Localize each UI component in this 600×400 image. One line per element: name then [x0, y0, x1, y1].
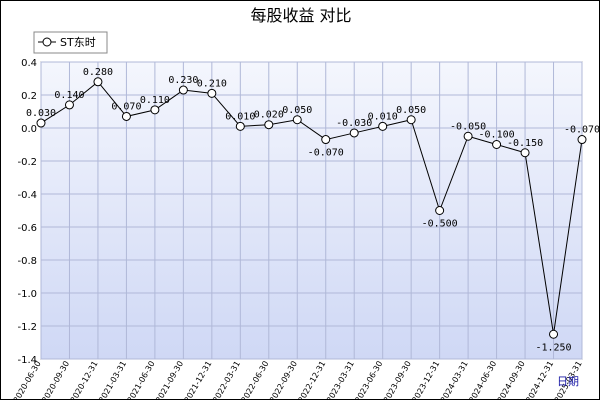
- data-point: [549, 329, 559, 339]
- x-tick-label: 2023-03-31: [325, 360, 356, 400]
- y-tick-label: -0.4: [17, 190, 37, 201]
- x-tick-label: 2022-06-30: [239, 360, 270, 400]
- y-tick-label: -1.4: [17, 355, 37, 366]
- data-points: [36, 77, 587, 339]
- data-label: -0.050: [450, 121, 486, 132]
- x-tick-label: 2024-09-30: [496, 360, 527, 400]
- data-point: [321, 135, 331, 145]
- legend: ST东时: [33, 31, 108, 54]
- data-point: [150, 105, 160, 115]
- legend-box: [33, 31, 108, 54]
- y-tick-label: 0.2: [21, 91, 37, 102]
- y-tick-label: -1.0: [17, 289, 37, 300]
- data-label: 0.050: [396, 105, 426, 116]
- x-tick-label: 2021-03-31: [97, 360, 128, 400]
- x-tick-label: 2023-12-31: [410, 360, 441, 400]
- y-tick-label: -1.2: [17, 322, 37, 333]
- data-point: [93, 77, 103, 87]
- x-tick-label: 2022-03-31: [211, 360, 242, 400]
- y-tick-label: 0.4: [21, 58, 37, 69]
- y-tick-label: -0.2: [17, 157, 37, 168]
- x-tick-label: 2024-12-31: [524, 360, 555, 400]
- data-label: 0.140: [54, 90, 84, 101]
- legend-marker-icon: [42, 37, 52, 47]
- data-label: 0.230: [168, 75, 198, 86]
- data-point: [577, 135, 587, 145]
- x-tick-label: 2021-12-31: [183, 360, 214, 400]
- data-point: [435, 206, 445, 215]
- data-label: 0.030: [26, 108, 56, 119]
- data-label: 0.210: [197, 78, 227, 89]
- data-label: 0.280: [83, 67, 113, 78]
- chart-title: 每股收益 对比: [250, 6, 351, 25]
- legend-series-name: ST东时: [60, 36, 96, 49]
- data-point: [492, 140, 502, 149]
- x-tick-label: 2021-09-30: [154, 360, 185, 400]
- data-point: [463, 131, 473, 141]
- data-label: 0.050: [282, 105, 312, 116]
- data-label: -0.500: [422, 219, 458, 230]
- data-point: [36, 118, 46, 128]
- y-axis-ticks: 0.4 0.2 0.0 -0.2 -0.4 -0.6 -0.8 -1.0 -1.2 -1.4: [17, 58, 37, 366]
- x-tick-label: 2024-06-30: [467, 360, 498, 399]
- series-line: [40, 81, 583, 335]
- y-tick-label: -0.6: [17, 223, 37, 234]
- data-point: [207, 88, 217, 98]
- data-point: [264, 120, 274, 130]
- data-point: [349, 128, 359, 138]
- x-tick-label: 2023-09-30: [382, 360, 413, 400]
- data-label: 0.010: [368, 111, 398, 122]
- x-tick-label: 2022-12-31: [296, 360, 327, 400]
- data-point: [406, 115, 416, 125]
- data-label: -0.100: [479, 130, 515, 141]
- x-tick-label: 2023-06-30: [353, 360, 384, 400]
- x-tick-label: 2022-09-30: [268, 360, 299, 400]
- data-point: [64, 100, 74, 110]
- data-label: 0.070: [111, 101, 141, 112]
- x-tick-label: 2020-12-31: [69, 360, 100, 400]
- plot-area: [40, 61, 583, 360]
- data-point: [378, 121, 388, 131]
- data-label: -0.150: [507, 138, 543, 149]
- x-tick-label: 2021-06-30: [126, 360, 157, 400]
- y-tick-label: 0.0: [21, 124, 37, 135]
- data-label: -0.030: [336, 118, 372, 129]
- grid-lines: [40, 61, 583, 360]
- data-point: [121, 111, 131, 121]
- data-label: -1.250: [535, 342, 571, 353]
- data-point: [520, 148, 530, 158]
- data-label: 0.010: [225, 111, 255, 122]
- x-axis-ticks: 2020-06-302020-09-302020-12-312021-03-31…: [12, 359, 584, 399]
- data-label: 0.110: [140, 95, 170, 106]
- data-label: 0.020: [254, 110, 284, 121]
- y-tick-label: -0.8: [17, 256, 37, 267]
- x-tick-label: 2020-09-30: [40, 360, 71, 400]
- data-label: -0.070: [308, 148, 344, 159]
- data-point: [178, 85, 188, 95]
- x-axis-label: 日期: [557, 375, 579, 388]
- data-point: [235, 121, 245, 131]
- data-label: -0.070: [564, 125, 599, 136]
- data-point: [292, 115, 302, 125]
- x-tick-label: 2024-03-31: [439, 359, 470, 399]
